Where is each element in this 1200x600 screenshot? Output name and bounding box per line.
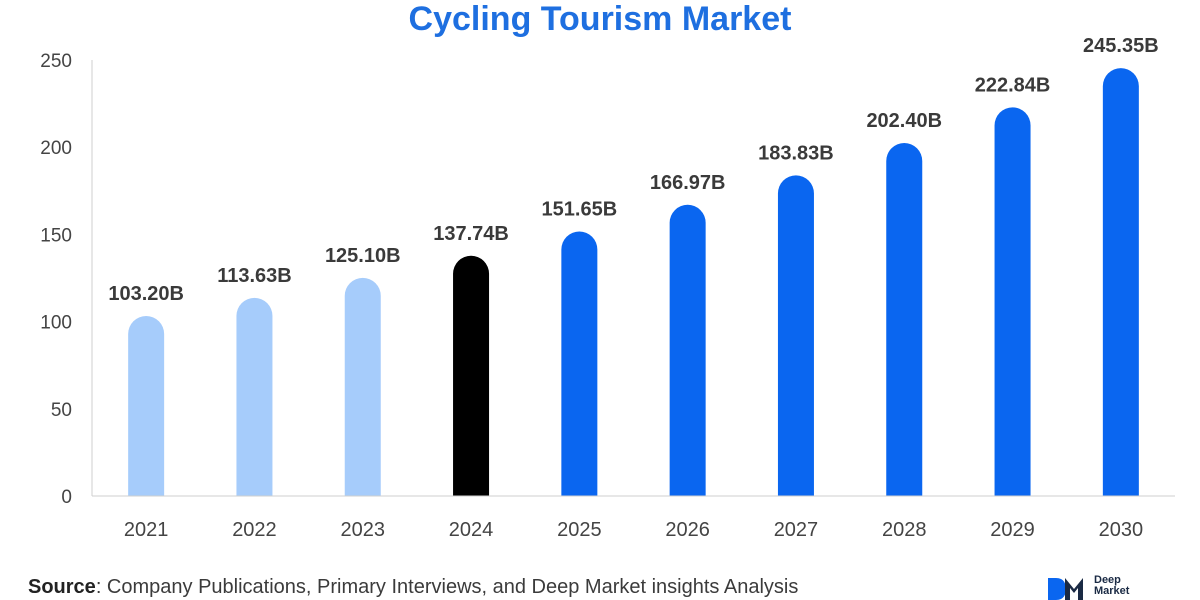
deep-market-logo: Deep Market: [1046, 574, 1196, 600]
y-axis: 0 50 100 150 200 250: [40, 51, 93, 508]
x-tick-label-2026: 2026: [665, 519, 710, 541]
x-tick-label-2022: 2022: [232, 519, 277, 541]
x-tick-label-2027: 2027: [774, 519, 819, 541]
data-label-2023: 125.10B: [325, 245, 401, 267]
data-label-2029: 222.84B: [975, 74, 1051, 96]
source-note: Source: Company Publications, Primary In…: [28, 574, 798, 600]
x-tick-label-2029: 2029: [990, 519, 1035, 541]
y-tick-label: 0: [61, 487, 72, 508]
data-label-2024: 137.74B: [433, 223, 509, 245]
bar-2027: [777, 175, 814, 496]
logo-text: Deep Market: [1094, 574, 1129, 597]
bars: [128, 68, 1139, 497]
bar-2030: [1102, 68, 1139, 497]
x-tick-label-2028: 2028: [882, 519, 927, 541]
data-label-2030: 245.35B: [1083, 35, 1159, 57]
y-tick-label: 100: [40, 313, 72, 334]
y-tick-label: 150: [40, 225, 72, 246]
x-tick-label-2023: 2023: [341, 519, 386, 541]
data-label-2022: 113.63B: [217, 265, 292, 287]
data-label-2021: 103.20B: [108, 283, 184, 305]
bar-2021: [128, 316, 165, 496]
bar-2028: [886, 143, 923, 496]
bar-2022: [236, 297, 273, 496]
y-tick-label: 200: [40, 138, 72, 159]
dm-logo-icon: [1048, 578, 1083, 600]
y-tick-label: 250: [40, 51, 72, 72]
x-axis: 2021 2022 2023 2024 2025 2026 2027 2028 2029 2030: [92, 495, 1175, 541]
data-label-2028: 202.40B: [866, 110, 942, 132]
logo-line-2: Market: [1094, 585, 1130, 597]
data-labels: 103.20B 113.63B 125.10B 137.74B 151.65B 166.9…: [108, 35, 1158, 305]
data-label-2026: 166.97B: [650, 172, 726, 194]
x-tick-label-2025: 2025: [557, 519, 602, 541]
bar-2024: [453, 255, 490, 496]
y-tick-label: 50: [51, 400, 72, 421]
bar-2023: [344, 277, 381, 496]
chart-title: Cycling Tourism Market: [408, 0, 792, 38]
source-text: : Company Publications, Primary Intervie…: [95, 576, 799, 598]
logo-line-1: Deep: [1094, 574, 1121, 586]
x-tick-label-2024: 2024: [449, 519, 494, 541]
bar-2025: [561, 231, 598, 496]
x-tick-label-2021: 2021: [124, 519, 169, 541]
bar-2029: [994, 107, 1031, 497]
source-label: Source: [28, 576, 96, 598]
data-label-2025: 151.65B: [542, 199, 618, 221]
bar-2026: [669, 204, 706, 497]
data-label-2027: 183.83B: [758, 142, 834, 164]
x-tick-label-2030: 2030: [1099, 519, 1144, 541]
